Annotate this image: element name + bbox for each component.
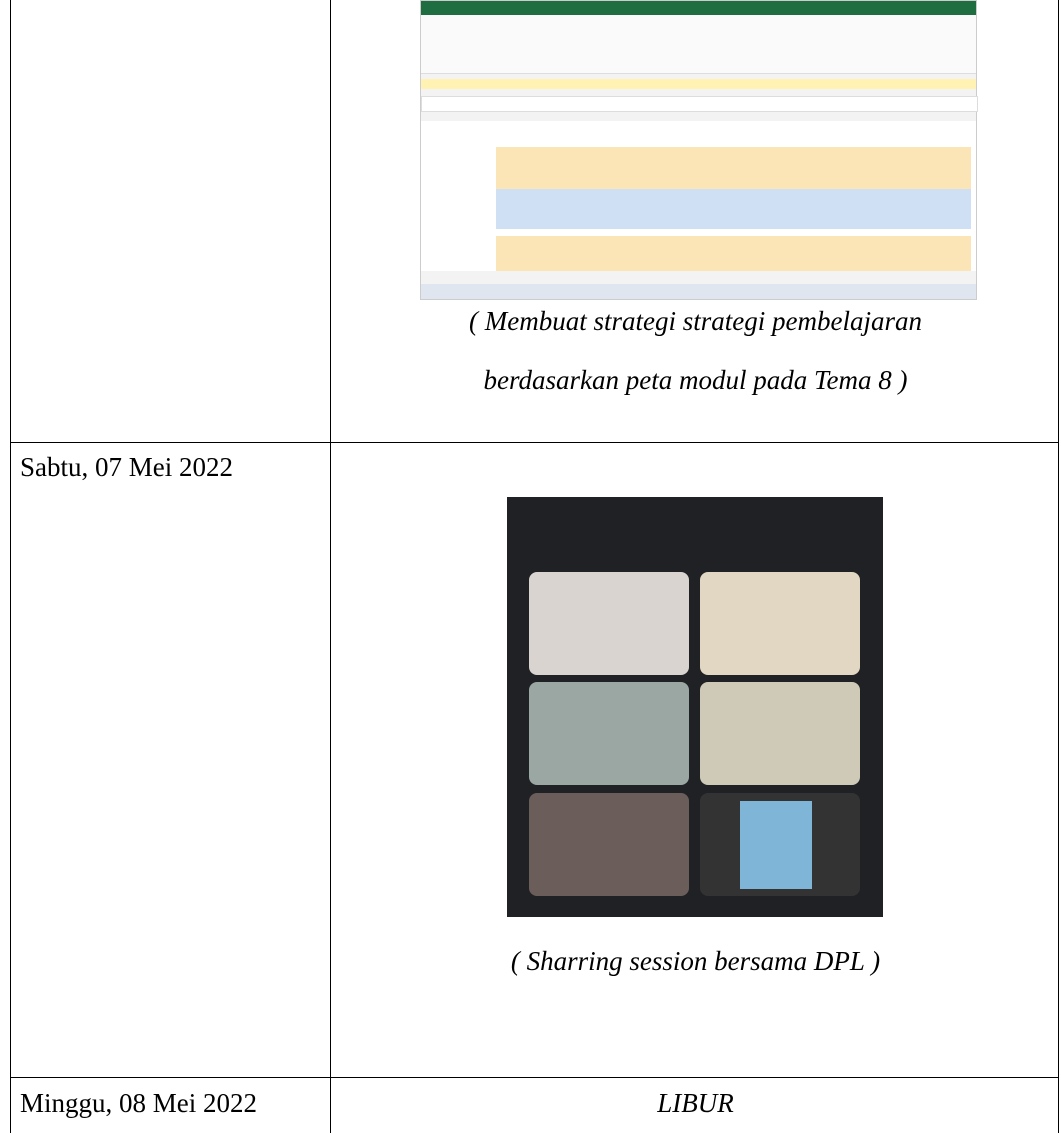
date: Sabtu, 07 Mei 2022 (20, 452, 233, 482)
note: LIBUR (657, 1088, 734, 1118)
video (740, 801, 812, 889)
video-call-screenshot (507, 497, 883, 917)
caption: berdasarkan peta modul pada Tema 8 ) (483, 365, 908, 395)
tile (529, 682, 689, 785)
caption: ( Sharring session bersama DPL ) (510, 946, 881, 976)
tile (700, 793, 860, 896)
row (496, 236, 971, 271)
border (330, 0, 331, 1133)
spreadsheet-screenshot (420, 0, 978, 300)
row (496, 147, 971, 189)
sheet (421, 121, 976, 271)
tile (700, 572, 860, 675)
border (10, 0, 11, 1133)
formula-bar (421, 96, 978, 112)
border (10, 1077, 1059, 1078)
date: Minggu, 08 Mei 2022 (20, 1088, 258, 1118)
row (496, 189, 971, 229)
tile (529, 572, 689, 675)
tile (700, 682, 860, 785)
title-bar (421, 1, 976, 15)
info-bar (421, 79, 976, 89)
tile (529, 793, 689, 896)
ribbon (421, 15, 976, 74)
taskbar (421, 284, 976, 299)
border (10, 442, 1059, 443)
caption: ( Membuat strategi strategi pembelajaran (469, 306, 922, 336)
border (1058, 0, 1059, 1133)
